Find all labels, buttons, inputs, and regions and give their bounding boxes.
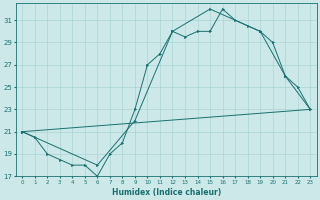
X-axis label: Humidex (Indice chaleur): Humidex (Indice chaleur) [112, 188, 221, 197]
